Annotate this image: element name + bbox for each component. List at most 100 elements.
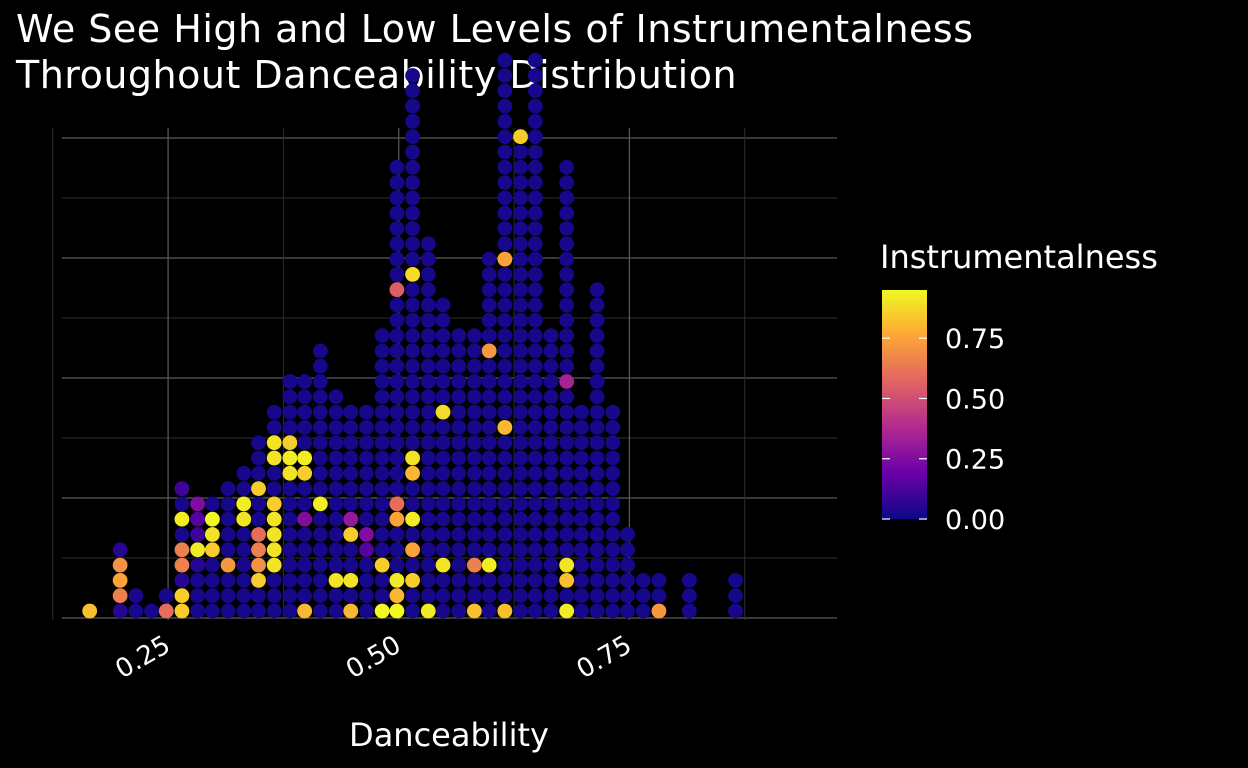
- dot: [312, 496, 328, 512]
- dot: [282, 527, 298, 542]
- dot: [297, 588, 313, 604]
- dot: [481, 374, 497, 389]
- dot: [589, 389, 605, 405]
- dot: [481, 328, 497, 343]
- dot: [513, 420, 528, 435]
- dot: [374, 542, 390, 558]
- x-tick-label: 0.75: [572, 630, 637, 685]
- dot: [236, 542, 252, 558]
- dot: [251, 465, 266, 481]
- dot: [481, 557, 497, 573]
- dot: [527, 450, 543, 466]
- dot: [527, 221, 543, 236]
- dot: [467, 435, 482, 451]
- dot: [497, 557, 513, 573]
- dot: [266, 573, 282, 588]
- dot: [405, 175, 420, 191]
- dot: [282, 542, 298, 558]
- dot: [543, 343, 559, 359]
- dot: [497, 465, 513, 481]
- dot: [589, 435, 605, 451]
- dot: [559, 190, 575, 206]
- dot: [513, 312, 528, 328]
- dot: [420, 588, 436, 604]
- dot: [297, 557, 313, 573]
- dot: [589, 496, 605, 512]
- dot: [282, 435, 298, 451]
- dot: [513, 205, 528, 221]
- dot: [451, 389, 467, 405]
- dot: [435, 573, 451, 588]
- dot: [497, 573, 513, 588]
- dot: [605, 465, 621, 481]
- dot: [620, 527, 635, 542]
- legend-tick-label: 0.25: [945, 445, 1005, 476]
- dot: [190, 542, 206, 558]
- dot: [435, 588, 451, 604]
- dot: [128, 603, 144, 619]
- dot: [282, 374, 298, 389]
- dot: [190, 603, 206, 619]
- dot: [359, 465, 374, 481]
- dot: [620, 573, 635, 588]
- dot: [513, 557, 528, 573]
- dot: [728, 588, 743, 604]
- dot: [513, 465, 528, 481]
- dot: [589, 557, 605, 573]
- dot: [467, 404, 482, 420]
- dot: [174, 557, 190, 573]
- dot: [559, 435, 575, 451]
- dot: [651, 603, 667, 619]
- dot: [605, 557, 621, 573]
- dot: [420, 282, 436, 298]
- dot: [236, 465, 252, 481]
- dot: [589, 420, 605, 435]
- dot: [481, 496, 497, 512]
- dot: [312, 573, 328, 588]
- dot: [559, 603, 575, 619]
- dot: [513, 404, 528, 420]
- dot: [128, 588, 144, 604]
- dot: [497, 267, 513, 282]
- dot: [405, 465, 420, 481]
- dot: [266, 496, 282, 512]
- dot: [389, 496, 405, 512]
- dot: [451, 588, 467, 604]
- dot: [420, 573, 436, 588]
- dot: [343, 603, 359, 619]
- dot: [435, 358, 451, 374]
- dot: [497, 159, 513, 175]
- chart-title-line-1: We See High and Low Levels of Instrument…: [16, 7, 974, 51]
- dot: [589, 374, 605, 389]
- dot: [467, 328, 482, 343]
- dot: [559, 588, 575, 604]
- dot: [328, 465, 344, 481]
- dot: [605, 511, 621, 527]
- dot: [158, 588, 174, 604]
- dot: [312, 603, 328, 619]
- dot: [251, 573, 266, 588]
- dot: [343, 588, 359, 604]
- dot: [527, 465, 543, 481]
- dot: [635, 603, 651, 619]
- dot: [513, 588, 528, 604]
- dot: [405, 343, 420, 359]
- dot: [405, 312, 420, 328]
- dot: [467, 358, 482, 374]
- x-tick-label: 0.25: [110, 630, 175, 685]
- dot: [635, 588, 651, 604]
- dot: [359, 404, 374, 420]
- dot: [605, 542, 621, 558]
- dot: [559, 420, 575, 435]
- dot: [190, 588, 206, 604]
- dot: [513, 190, 528, 206]
- dot: [328, 496, 344, 512]
- dot: [328, 481, 344, 496]
- dot: [574, 465, 589, 481]
- dot: [359, 557, 374, 573]
- dot: [389, 542, 405, 558]
- dot: [527, 267, 543, 282]
- dot: [374, 435, 390, 451]
- dot: [451, 465, 467, 481]
